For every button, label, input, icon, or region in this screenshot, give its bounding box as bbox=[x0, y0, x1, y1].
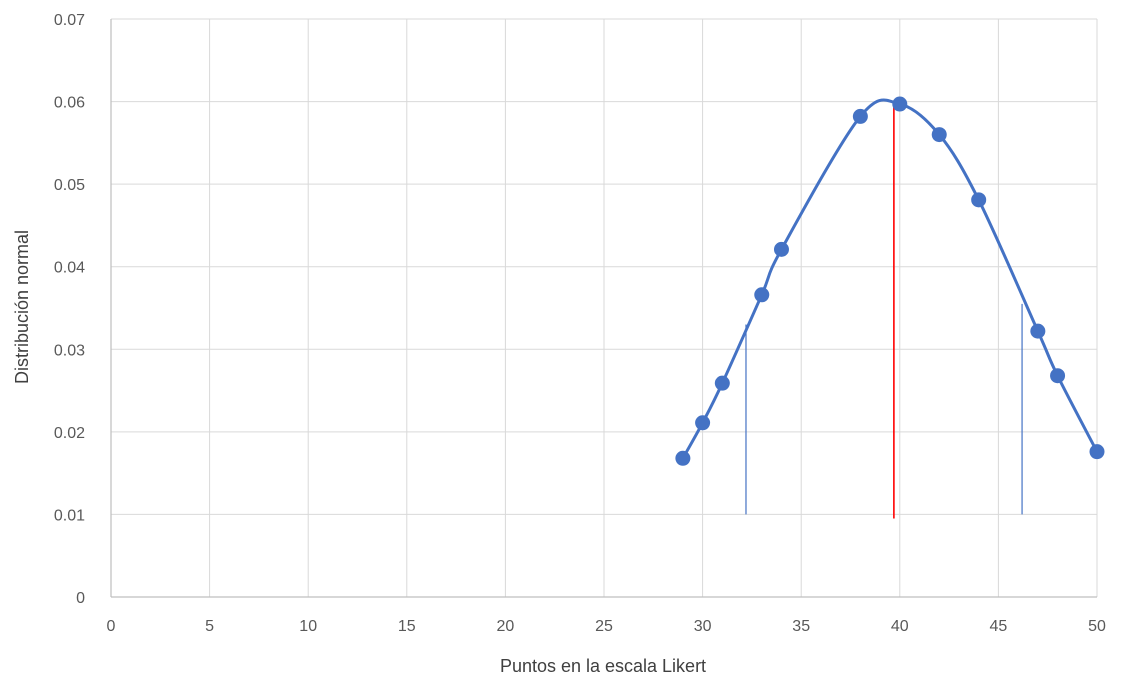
data-point bbox=[971, 192, 986, 207]
data-point bbox=[853, 109, 868, 124]
x-tick-label: 35 bbox=[792, 618, 810, 635]
data-point bbox=[1090, 444, 1105, 459]
y-tick-label: 0.05 bbox=[54, 177, 85, 194]
x-tick-label: 5 bbox=[205, 618, 214, 635]
data-point bbox=[892, 97, 907, 112]
x-axis-title: Puntos en la escala Likert bbox=[500, 656, 706, 676]
y-tick-label: 0.04 bbox=[54, 260, 85, 277]
data-point bbox=[695, 415, 710, 430]
data-point bbox=[774, 242, 789, 257]
data-point bbox=[1030, 324, 1045, 339]
x-tick-label: 25 bbox=[595, 618, 613, 635]
y-tick-label: 0.01 bbox=[54, 507, 85, 524]
data-point bbox=[1050, 368, 1065, 383]
x-tick-label: 20 bbox=[497, 618, 515, 635]
series-line bbox=[683, 100, 1097, 458]
x-tick-label: 50 bbox=[1088, 618, 1106, 635]
x-tick-label: 0 bbox=[107, 618, 116, 635]
data-series bbox=[675, 97, 1104, 466]
x-tick-label: 10 bbox=[299, 618, 317, 635]
reference-lines bbox=[746, 104, 1022, 519]
y-axis-title: Distribución normal bbox=[12, 230, 32, 384]
tick-labels: 0 5 10 15 20 25 30 35 40 45 50 0 0.01 0.02 0.03 0.04 0.0… bbox=[54, 12, 1106, 635]
data-point bbox=[675, 451, 690, 466]
data-point bbox=[932, 127, 947, 142]
y-tick-label: 0.03 bbox=[54, 342, 85, 359]
x-tick-label: 15 bbox=[398, 618, 416, 635]
data-point bbox=[754, 287, 769, 302]
y-tick-label: 0.06 bbox=[54, 95, 85, 112]
x-tick-label: 40 bbox=[891, 618, 909, 635]
y-tick-label: 0.02 bbox=[54, 425, 85, 442]
x-tick-label: 45 bbox=[990, 618, 1008, 635]
y-tick-label: 0.07 bbox=[54, 12, 85, 29]
y-tick-label: 0 bbox=[76, 590, 85, 607]
x-tick-label: 30 bbox=[694, 618, 712, 635]
grid bbox=[111, 19, 1097, 597]
data-point bbox=[715, 376, 730, 391]
